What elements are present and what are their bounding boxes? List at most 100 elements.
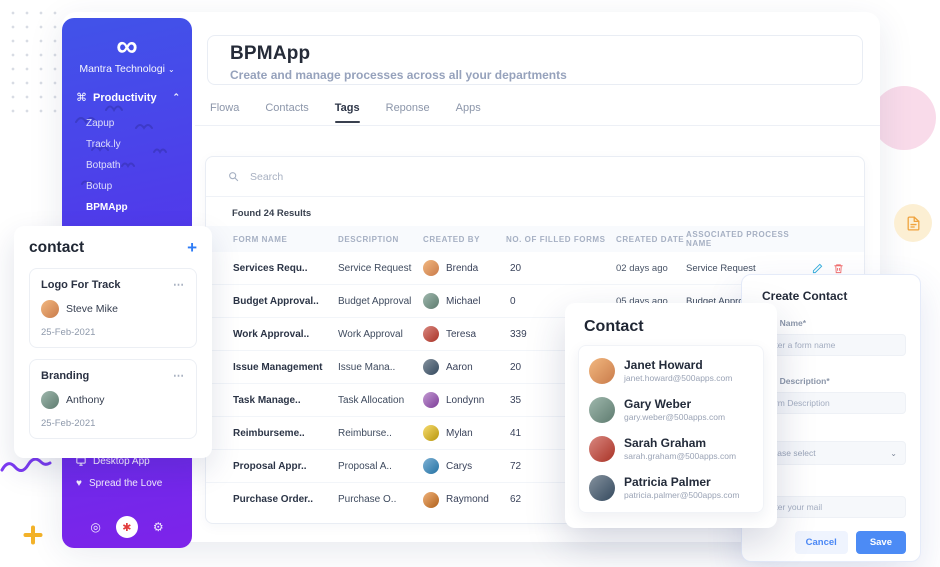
sidebar-item-spread-the-love[interactable]: ♥ Spread the Love xyxy=(76,472,162,494)
process-select[interactable]: Please select ⌄ xyxy=(756,441,906,465)
logo-mark: ✱ xyxy=(122,521,132,534)
person-avatar xyxy=(589,357,615,384)
cell-created-by: Brenda xyxy=(423,260,506,276)
creator-name: Raymond xyxy=(446,494,489,505)
save-button[interactable]: Save xyxy=(855,531,906,554)
add-contact-icon[interactable]: + xyxy=(187,238,197,257)
compass-icon[interactable]: ◎ xyxy=(90,520,101,534)
table-row[interactable]: Purchase Order.. Purchase O.. Raymond 62 xyxy=(206,483,864,516)
sidebar-item[interactable]: Botpath xyxy=(86,155,192,176)
table-row[interactable]: Issue Management Issue Mana.. Aaron 20 xyxy=(206,351,864,384)
table-row[interactable]: Reimburseme.. Reimburse.. Mylan 41 xyxy=(206,417,864,450)
tab-label: Apps xyxy=(455,102,481,114)
chevron-down-icon: ⌄ xyxy=(890,448,897,458)
cell-filled-forms: 35 xyxy=(510,394,522,406)
contact-widget-item[interactable]: Logo For Track ⋯ Steve Mike 25-Feb-2021 xyxy=(29,268,197,348)
person-name: Steve Mike xyxy=(66,303,118,315)
cancel-button[interactable]: Cancel xyxy=(794,531,848,554)
sidebar-item[interactable]: Zapup xyxy=(86,113,192,134)
cell-description: Budget Approval xyxy=(338,295,412,307)
sidebar-section-productivity[interactable]: ⌘ Productivity ⌃ xyxy=(76,91,180,105)
cell-process-name: Service Request xyxy=(686,262,756,274)
table-row[interactable]: Services Requ.. Service Request Brenda 2… xyxy=(206,252,864,285)
cell-created-by: Raymond xyxy=(423,491,506,508)
tab[interactable]: Apps xyxy=(456,102,481,123)
cell-created-by: Teresa xyxy=(423,326,506,342)
creator-name: Londynn xyxy=(446,394,485,406)
contact-person-row[interactable]: Janet Howard janet.howard@500apps.com xyxy=(589,351,753,390)
dots-pattern-decoration xyxy=(6,6,64,120)
tab[interactable]: Tags xyxy=(334,102,360,123)
delete-icon[interactable] xyxy=(833,263,844,274)
creator-avatar xyxy=(423,359,439,375)
more-options-icon[interactable]: ⋯ xyxy=(173,279,185,291)
sidebar-item[interactable]: Track.ly xyxy=(86,134,192,155)
contact-widget-item[interactable]: Branding ⋯ Anthony 25-Feb-2021 xyxy=(29,359,197,439)
edit-icon[interactable] xyxy=(812,263,823,274)
note-edit-fab[interactable] xyxy=(894,204,932,242)
table-row[interactable]: Task Manage.. Task Allocation Londynn 35 xyxy=(206,384,864,417)
creator-name: Michael xyxy=(446,295,481,307)
contact-person-row[interactable]: Gary Weber gary.weber@500apps.com xyxy=(589,390,753,429)
search-input[interactable] xyxy=(248,169,568,184)
tab-label: Tags xyxy=(334,102,360,114)
tab-bar: Flowa Contacts Tags Reponse Apps xyxy=(210,102,481,123)
org-name: Mantra Technologi xyxy=(79,63,165,75)
birds-decoration xyxy=(75,105,167,186)
column-header: NO. OF FILLED FORMS xyxy=(506,234,606,244)
tab[interactable]: Reponse xyxy=(386,102,430,123)
tabs-divider xyxy=(195,125,880,126)
table-row[interactable]: Work Approval.. Work Approval Teresa 339 xyxy=(206,318,864,351)
tab-label: Flowa xyxy=(210,102,240,114)
cell-created-by: Michael xyxy=(423,293,506,309)
table-row[interactable]: Proposal Appr.. Proposal A.. Carys 72 xyxy=(206,450,864,483)
creator-avatar xyxy=(423,326,439,342)
table-header: FORM NAME DESCRIPTION CREATED BY NO. OF … xyxy=(206,226,864,252)
form-description-input[interactable] xyxy=(756,392,906,414)
cell-form-name: Work Approval.. xyxy=(233,328,310,340)
tab[interactable]: Contacts xyxy=(265,102,308,123)
cell-description: Proposal A.. xyxy=(338,460,392,472)
cell-form-name: Budget Approval.. xyxy=(233,295,319,307)
creator-name: Brenda xyxy=(446,262,479,274)
contact-person-row[interactable]: Patricia Palmer patricia.palmer@500apps.… xyxy=(589,468,753,507)
person-avatar xyxy=(41,300,59,318)
cell-filled-forms: 20 xyxy=(510,262,522,274)
page-subtitle: Create and manage processes across all y… xyxy=(230,68,567,82)
field-label: Field xyxy=(756,481,906,491)
cell-description: Task Allocation xyxy=(338,394,405,406)
squiggle-decoration xyxy=(0,457,52,472)
sidebar-item[interactable]: BPMApp xyxy=(86,197,192,218)
contact-item-header: Branding ⋯ xyxy=(41,369,185,383)
cell-created-date: 02 days ago xyxy=(616,262,668,274)
cell-process-name: Budget Approval xyxy=(686,295,756,307)
person-email: sarah.graham@500apps.com xyxy=(624,451,737,461)
sidebar-item[interactable]: Botup xyxy=(86,176,192,197)
document-edit-icon xyxy=(907,215,919,231)
person-name: Patricia Palmer xyxy=(624,475,711,489)
column-header: ASSOCIATED PROCESS NAME xyxy=(686,230,790,248)
sidebar-item-label: Desktop App xyxy=(93,455,150,467)
person-email: janet.howard@500apps.com xyxy=(624,373,733,383)
sidebar-item-label: Zapup xyxy=(86,118,115,129)
heart-icon: ♥ xyxy=(76,477,82,489)
tab[interactable]: Flowa xyxy=(210,102,239,123)
brand-logo-icon: ∞ xyxy=(116,30,138,63)
form-description-label: Form Description* xyxy=(756,376,830,386)
select-value: Please select xyxy=(765,448,816,458)
contact-item-person: Steve Mike xyxy=(41,300,185,318)
cell-description: Work Approval xyxy=(338,328,403,340)
search-icon xyxy=(229,172,239,182)
mail-input[interactable] xyxy=(756,496,906,518)
more-options-icon[interactable]: ⋯ xyxy=(173,370,185,382)
form-name-input[interactable] xyxy=(756,334,906,356)
contact-person-row[interactable]: Sarah Graham sarah.graham@500apps.com xyxy=(589,429,753,468)
cell-filled-forms: 339 xyxy=(510,328,527,340)
table-row[interactable]: Budget Approval.. Budget Approval Michae… xyxy=(206,285,864,318)
creator-avatar xyxy=(423,458,439,474)
gear-icon[interactable]: ⚙ xyxy=(152,520,164,534)
org-selector[interactable]: Mantra Technologi ⌄ xyxy=(62,63,192,75)
500apps-logo-icon[interactable]: ✱ xyxy=(115,516,138,538)
sidebar-item-label: Botpath xyxy=(86,160,121,171)
tab-label: Contacts xyxy=(265,102,309,114)
